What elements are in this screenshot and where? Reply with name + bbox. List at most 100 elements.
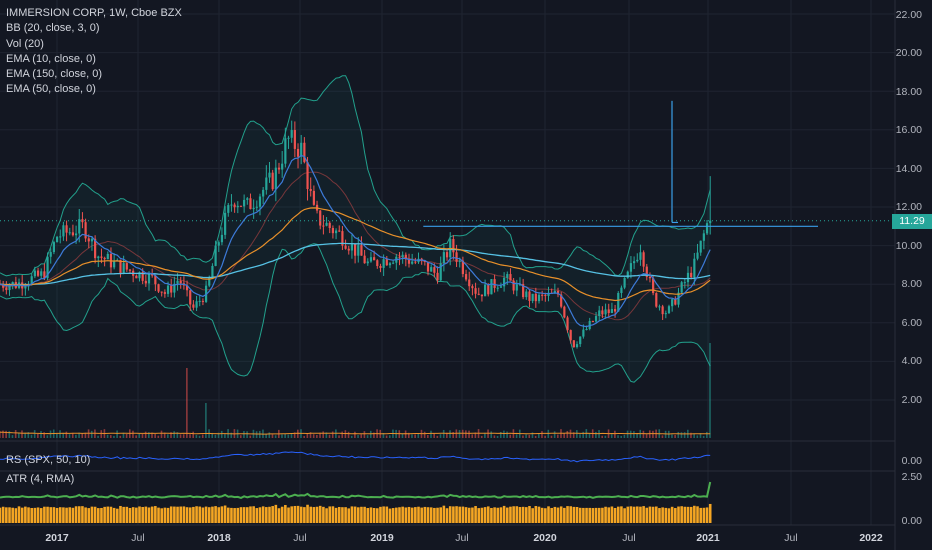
symbol-title[interactable]: IMMERSION CORP, 1W, Cboe BZX (6, 7, 182, 19)
candle-body (382, 259, 385, 268)
candle-body (97, 256, 100, 259)
horizontal-line[interactable] (0, 100, 895, 227)
atr-bar (33, 507, 37, 523)
volume-bar (572, 432, 575, 438)
candle-body (648, 276, 652, 279)
atr-bar (350, 506, 354, 523)
candle-body (547, 292, 550, 296)
rs-label[interactable]: RS (SPX, 50, 10) (6, 454, 91, 466)
atr-value: 2.50 (901, 471, 922, 483)
atr-bar (334, 507, 338, 523)
candle-body (214, 245, 217, 266)
atr-bar (515, 506, 519, 523)
volume-bar (5, 430, 7, 438)
y-tick: 16.00 (895, 124, 922, 136)
rs-value: 0.00 (901, 455, 922, 467)
volume-bar (385, 435, 388, 438)
atr-bar (141, 506, 144, 523)
atr-bar (306, 504, 309, 523)
atr-bar (490, 507, 493, 523)
atr-bar (93, 506, 97, 523)
volume-bar (309, 432, 312, 438)
volume-bar (677, 431, 680, 438)
volume-bar (433, 433, 435, 438)
atr-bar (90, 506, 94, 523)
volume-bar (56, 433, 58, 438)
volume-bar (71, 432, 74, 438)
atr-line (0, 481, 712, 499)
volume-bar (268, 432, 271, 438)
volume-bar (319, 432, 321, 438)
atr-bar (639, 506, 642, 523)
volume-bar (357, 435, 359, 438)
candle-body (572, 340, 575, 348)
volume-bar (458, 430, 461, 438)
candle-body (585, 328, 588, 330)
y-tick: 14.00 (895, 163, 922, 175)
volume-bar (21, 430, 23, 438)
volume-bar (325, 432, 328, 438)
atr-bar (705, 507, 709, 523)
candle-body (522, 284, 525, 298)
candle-body (5, 287, 8, 291)
volume-bar (484, 432, 486, 438)
atr-bar (84, 507, 87, 523)
atr-bar (36, 507, 40, 523)
atr-bar (645, 507, 649, 523)
volume-bar (195, 435, 198, 438)
y-tick: 18.00 (895, 86, 922, 98)
volume-bar (132, 430, 134, 438)
volume-bar (205, 403, 207, 438)
volume-bar (81, 433, 84, 438)
candle-body (46, 256, 49, 279)
candle-body (642, 252, 645, 267)
atr-bar (331, 506, 335, 523)
volume-bar (65, 431, 68, 438)
candle-body (312, 190, 315, 205)
indicator-ema150[interactable]: EMA (150, close, 0) (6, 68, 102, 81)
candle-body (563, 306, 566, 318)
candle-body (49, 252, 52, 257)
volume-bar (661, 435, 664, 438)
last-price-tag: 11.29 (892, 214, 932, 229)
ema10-line (0, 154, 711, 328)
atr-bar (563, 507, 566, 523)
volume-bar (211, 432, 214, 438)
candle-body (598, 310, 601, 317)
candle-body (503, 277, 506, 287)
candle-body (68, 232, 71, 234)
candle-body (94, 238, 97, 259)
candle-body (173, 283, 176, 293)
atr-bar (391, 508, 395, 523)
atr-bar (540, 507, 544, 523)
atr-bar (553, 506, 557, 523)
atr-bar (439, 507, 443, 523)
atr-bar (620, 506, 623, 523)
candle-body (246, 198, 249, 200)
volume-bar (322, 431, 324, 438)
atr-label[interactable]: ATR (4, RMA) (6, 473, 75, 485)
candle-body (709, 220, 712, 224)
indicator-bb[interactable]: BB (20, close, 3, 0) (6, 22, 100, 35)
atr-bar (445, 508, 449, 523)
atr-bar (648, 506, 652, 523)
atr-bar (623, 508, 626, 523)
indicator-ema50[interactable]: EMA (50, close, 0) (6, 83, 96, 96)
volume-bar (173, 431, 175, 438)
atr-bar (626, 506, 630, 523)
volume-bar (14, 430, 17, 438)
atr-bar (499, 507, 503, 523)
volume-bar (312, 434, 315, 438)
volume-bar (636, 433, 638, 438)
indicator-ema10[interactable]: EMA (10, close, 0) (6, 52, 96, 65)
volume-bar (633, 431, 635, 438)
atr-bar (629, 506, 633, 523)
candle-body (277, 167, 281, 170)
indicator-volume[interactable]: Vol (20) (6, 37, 44, 50)
atr-bar (398, 507, 401, 523)
volume-bar (303, 435, 305, 438)
x-tick: 2018 (207, 532, 231, 544)
candle-body (249, 198, 252, 210)
volume-bar (623, 434, 626, 438)
